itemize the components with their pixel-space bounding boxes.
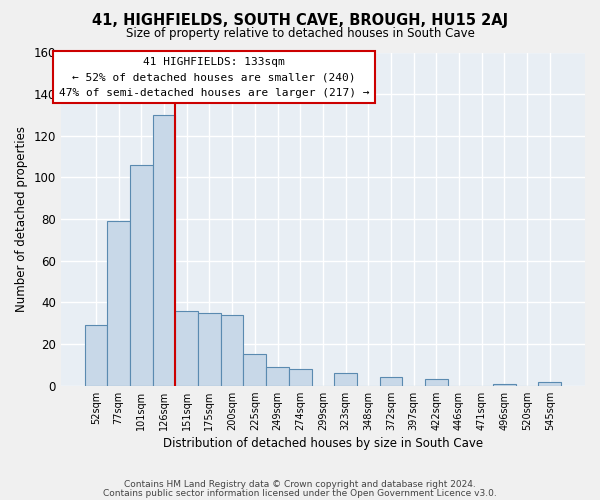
Y-axis label: Number of detached properties: Number of detached properties: [15, 126, 28, 312]
Bar: [244, 354, 266, 386]
Bar: [289, 369, 311, 386]
Bar: [334, 373, 357, 386]
Bar: [175, 310, 198, 386]
Bar: [152, 115, 175, 386]
Text: 41 HIGHFIELDS: 133sqm
← 52% of detached houses are smaller (240)
47% of semi-det: 41 HIGHFIELDS: 133sqm ← 52% of detached …: [59, 56, 369, 98]
Bar: [85, 326, 107, 386]
Bar: [380, 378, 403, 386]
Bar: [198, 313, 221, 386]
Bar: [538, 382, 561, 386]
Bar: [130, 165, 152, 386]
Text: Size of property relative to detached houses in South Cave: Size of property relative to detached ho…: [125, 28, 475, 40]
Bar: [107, 221, 130, 386]
Bar: [493, 384, 516, 386]
Bar: [425, 380, 448, 386]
Bar: [221, 315, 244, 386]
Text: Contains public sector information licensed under the Open Government Licence v3: Contains public sector information licen…: [103, 489, 497, 498]
Text: Contains HM Land Registry data © Crown copyright and database right 2024.: Contains HM Land Registry data © Crown c…: [124, 480, 476, 489]
X-axis label: Distribution of detached houses by size in South Cave: Distribution of detached houses by size …: [163, 437, 483, 450]
Bar: [266, 367, 289, 386]
Text: 41, HIGHFIELDS, SOUTH CAVE, BROUGH, HU15 2AJ: 41, HIGHFIELDS, SOUTH CAVE, BROUGH, HU15…: [92, 12, 508, 28]
